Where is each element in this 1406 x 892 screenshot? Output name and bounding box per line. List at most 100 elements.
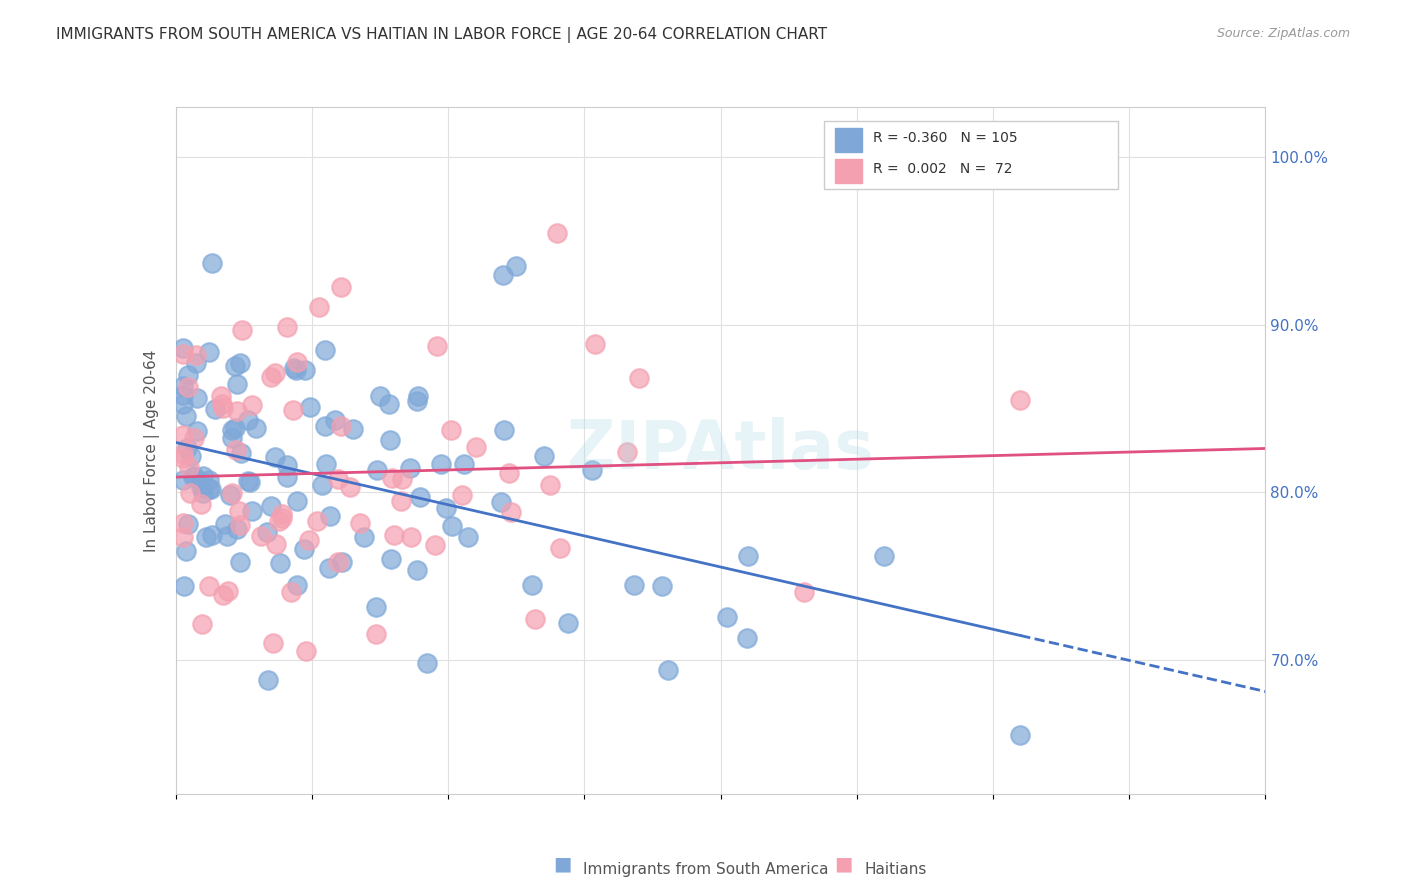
Point — [181, 470, 204, 484]
Point — [229, 555, 252, 569]
Point — [195, 530, 218, 544]
Point — [366, 463, 388, 477]
Point — [179, 459, 201, 474]
Point — [224, 421, 246, 435]
Text: R =  0.002   N =  72: R = 0.002 N = 72 — [873, 161, 1012, 176]
Point — [276, 470, 298, 484]
Point — [217, 528, 239, 542]
Point — [364, 626, 387, 640]
Point — [201, 255, 224, 269]
Point — [228, 504, 250, 518]
Point — [214, 517, 236, 532]
Point — [318, 561, 340, 575]
Point — [221, 431, 243, 445]
Point — [1010, 728, 1032, 742]
Point — [193, 485, 215, 500]
Point — [257, 673, 280, 687]
Point — [191, 616, 214, 631]
Point — [266, 536, 288, 550]
Point — [201, 527, 224, 541]
Point — [285, 578, 308, 592]
Point — [540, 478, 562, 492]
Point — [212, 588, 235, 602]
Point — [190, 479, 212, 493]
Point — [217, 584, 239, 599]
Point — [328, 472, 350, 486]
Point — [283, 360, 305, 375]
Point — [172, 347, 194, 361]
Point — [186, 348, 208, 362]
Point — [238, 413, 260, 427]
Point — [450, 487, 472, 501]
Point — [294, 363, 316, 377]
Point — [172, 428, 194, 442]
Point — [381, 471, 404, 485]
Point — [231, 446, 253, 460]
Text: ■: ■ — [553, 855, 572, 873]
Point — [186, 391, 208, 405]
Point — [1010, 393, 1032, 408]
Point — [737, 549, 759, 563]
Point — [391, 472, 413, 486]
Point — [489, 495, 512, 509]
Point — [434, 501, 457, 516]
Point — [616, 445, 638, 459]
Point — [225, 443, 247, 458]
Point — [557, 615, 579, 630]
Point — [236, 474, 259, 488]
Point — [211, 397, 233, 411]
Point — [380, 552, 402, 566]
Point — [174, 409, 197, 424]
Point — [581, 463, 603, 477]
Text: Haitians: Haitians — [865, 863, 927, 877]
Point — [546, 226, 568, 240]
Point — [378, 433, 401, 447]
Point — [221, 423, 243, 437]
Point — [440, 518, 463, 533]
Bar — [824, 120, 1118, 189]
Point — [173, 579, 195, 593]
Point — [406, 389, 429, 403]
Point — [523, 612, 546, 626]
Point — [294, 644, 316, 658]
Point — [368, 389, 391, 403]
Point — [492, 268, 515, 282]
Point — [339, 480, 361, 494]
Point — [426, 338, 449, 352]
Point — [342, 422, 364, 436]
Point — [270, 511, 292, 525]
Point — [314, 343, 336, 358]
Point — [267, 514, 290, 528]
Point — [225, 403, 247, 417]
Point — [179, 486, 201, 500]
Point — [398, 461, 420, 475]
Point — [319, 508, 342, 523]
Point — [391, 493, 413, 508]
Text: R = -0.360   N = 105: R = -0.360 N = 105 — [873, 131, 1018, 145]
Point — [198, 579, 221, 593]
Point — [425, 538, 447, 552]
Point — [262, 636, 284, 650]
Point — [323, 413, 346, 427]
Point — [200, 483, 222, 497]
Point — [276, 320, 298, 334]
Point — [172, 530, 194, 544]
Point — [172, 397, 194, 411]
Point — [315, 457, 337, 471]
Point — [583, 337, 606, 351]
Point — [453, 457, 475, 471]
Point — [287, 355, 309, 369]
Bar — [835, 159, 862, 183]
Point — [250, 529, 273, 543]
Point — [198, 482, 221, 496]
Point — [283, 403, 305, 417]
Point — [172, 450, 194, 465]
Point — [186, 425, 208, 439]
Point — [172, 388, 194, 402]
Point — [405, 563, 427, 577]
Point — [183, 469, 205, 483]
Point — [172, 516, 194, 530]
Point — [382, 528, 405, 542]
Point — [326, 555, 349, 569]
Point — [297, 533, 319, 547]
